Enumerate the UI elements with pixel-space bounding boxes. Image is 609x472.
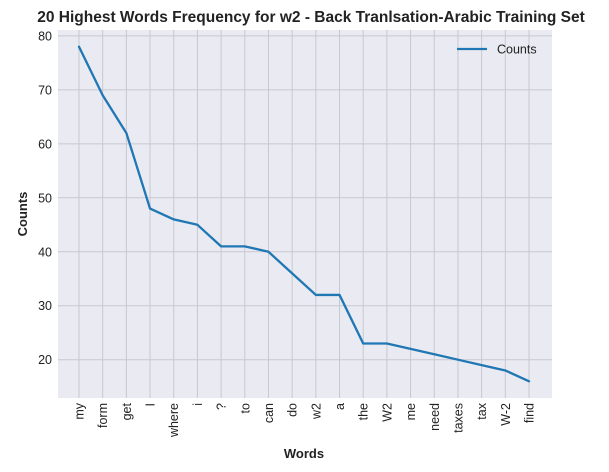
y-tick-label: 20 bbox=[38, 353, 52, 367]
x-tick-label: my bbox=[73, 402, 87, 419]
x-tick-label: taxes bbox=[451, 403, 465, 433]
x-tick-label: need bbox=[428, 403, 442, 431]
y-tick-label: 70 bbox=[38, 83, 52, 97]
x-tick-label: do bbox=[286, 403, 300, 417]
x-tick-label: a bbox=[333, 403, 347, 410]
y-tick-label: 30 bbox=[38, 299, 52, 313]
x-tick-label: where bbox=[167, 403, 181, 438]
chart-title: 20 Highest Words Frequency for w2 - Back… bbox=[37, 9, 585, 26]
x-tick-label: i bbox=[191, 403, 205, 406]
y-tick-label: 80 bbox=[38, 29, 52, 43]
x-tick-label: ? bbox=[215, 403, 229, 410]
x-axis-label: Words bbox=[284, 446, 324, 461]
x-tick-label: W2 bbox=[380, 403, 394, 422]
y-tick-label: 50 bbox=[38, 191, 52, 205]
x-tick-label: tax bbox=[475, 402, 489, 419]
y-axis-ticks: 20 30 40 50 60 70 80 bbox=[38, 29, 52, 367]
x-tick-label: w2 bbox=[309, 403, 323, 420]
legend-label-counts: Counts bbox=[497, 43, 537, 57]
grid-lines bbox=[58, 30, 552, 398]
x-tick-label: find bbox=[523, 403, 537, 423]
legend: Counts bbox=[457, 43, 537, 57]
x-tick-label: W-2 bbox=[499, 403, 513, 426]
x-tick-label: the bbox=[357, 403, 371, 420]
series-line-counts bbox=[77, 45, 531, 383]
x-tick-label: I bbox=[144, 403, 158, 406]
x-tick-label: form bbox=[96, 403, 110, 428]
y-axis-label: Counts bbox=[15, 192, 30, 237]
x-tick-label: get bbox=[120, 402, 134, 420]
plot-area bbox=[58, 30, 552, 398]
y-tick-label: 40 bbox=[38, 245, 52, 259]
x-tick-label: can bbox=[262, 403, 276, 423]
y-tick-label: 60 bbox=[38, 137, 52, 151]
x-tick-label: to bbox=[238, 403, 252, 413]
x-tick-label: me bbox=[404, 403, 418, 420]
